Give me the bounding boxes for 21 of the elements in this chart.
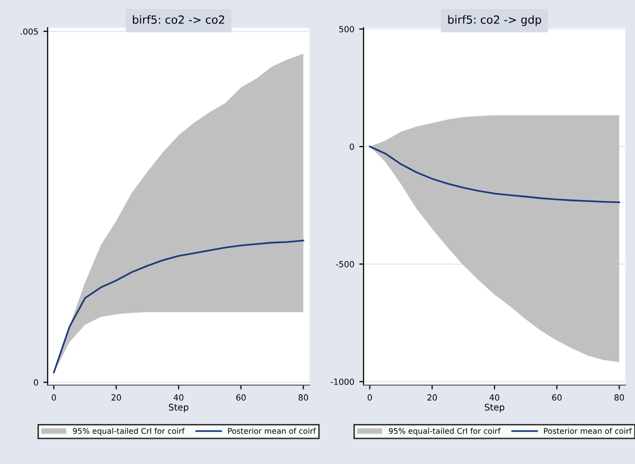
- y-tick-label: 0: [350, 144, 354, 150]
- x-axis-title: Step: [484, 404, 504, 412]
- x-tick-label: 20: [427, 394, 437, 401]
- chart-title: birf5: co2 -> co2: [132, 15, 224, 24]
- chart-title: birf5: co2 -> gdp: [448, 15, 542, 26]
- y-tick-label: -500: [336, 261, 354, 268]
- x-tick-label: 0: [368, 394, 372, 401]
- x-tick-label: 60: [552, 394, 562, 401]
- x-tick-label: 80: [298, 394, 308, 401]
- y-tick-label: .005: [20, 28, 38, 35]
- x-tick-label: 80: [614, 394, 624, 401]
- x-tick-label: 20: [112, 394, 121, 401]
- y-tick-label: -1000: [330, 378, 354, 385]
- x-tick-label: 60: [236, 394, 246, 401]
- line-series: [368, 146, 620, 204]
- line-series: [53, 240, 304, 374]
- x-tick-label: 40: [174, 394, 184, 401]
- x-tick-label: 40: [490, 394, 500, 401]
- x-axis-title: Step: [168, 404, 188, 412]
- x-tick-label: 0: [52, 394, 56, 401]
- y-tick-label: 500: [339, 26, 354, 32]
